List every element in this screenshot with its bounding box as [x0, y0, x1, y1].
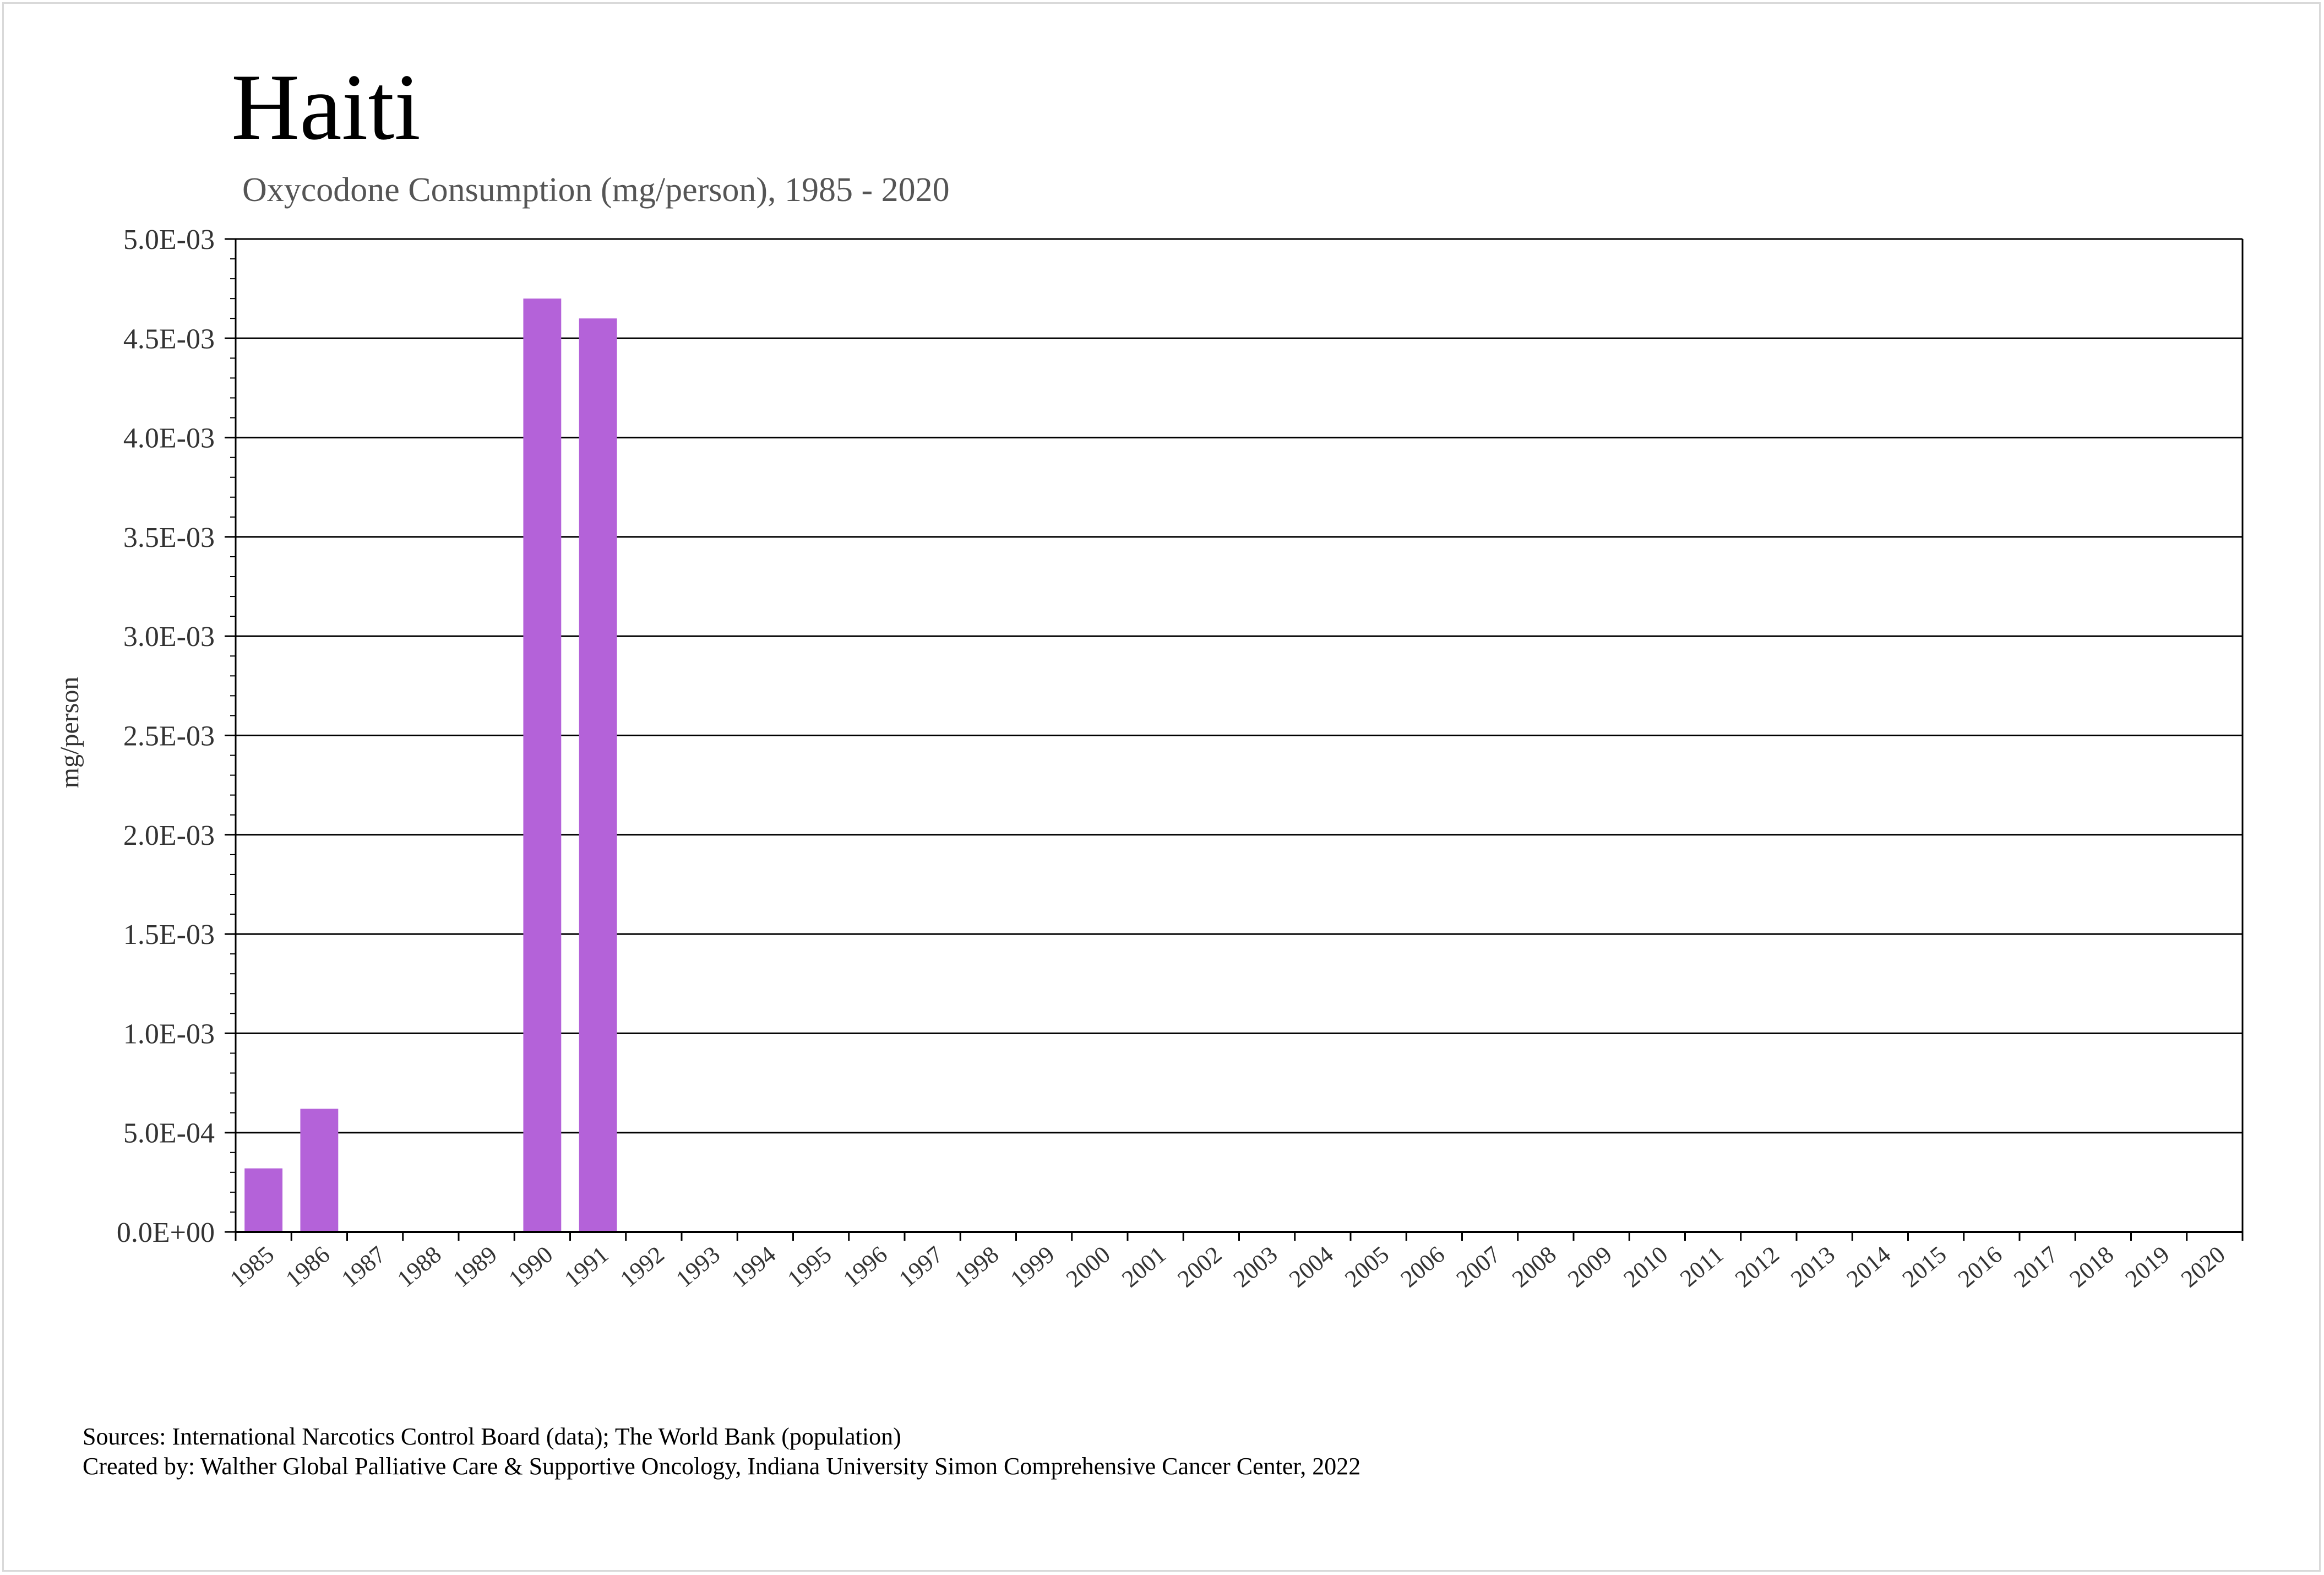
x-tick-label: 2007: [1451, 1241, 1506, 1292]
bar-1990: [523, 298, 562, 1232]
x-tick-label: 1990: [503, 1241, 558, 1292]
x-tick-label: 1987: [336, 1241, 391, 1292]
bar-1986: [300, 1109, 339, 1232]
x-tick-label: 2000: [1061, 1241, 1115, 1292]
y-tick-label: 5.0E-04: [123, 1118, 215, 1149]
y-tick-label: 2.0E-03: [123, 820, 215, 851]
x-tick-label: 2008: [1507, 1241, 1561, 1292]
x-tick-label: 1995: [782, 1241, 837, 1292]
x-tick-label: 1991: [559, 1241, 614, 1292]
x-tick-label: 1986: [280, 1241, 335, 1292]
x-tick-label: 2013: [1786, 1241, 1840, 1292]
axes: [225, 238, 2244, 1241]
y-tick-label: 1.5E-03: [123, 919, 215, 951]
x-tick-label: 2010: [1618, 1241, 1673, 1292]
bar-1991: [579, 318, 617, 1232]
x-tick-label: 1998: [949, 1241, 1004, 1292]
y-tick-label: 1.0E-03: [123, 1018, 215, 1050]
y-tick-label: 5.0E-03: [123, 224, 215, 256]
footer-sources: Sources: International Narcotics Control…: [83, 1423, 901, 1450]
x-tick-label: 1994: [726, 1241, 781, 1292]
x-tick-label: 1997: [894, 1241, 948, 1292]
x-tick-label: 2003: [1228, 1241, 1283, 1292]
y-tick-labels: 0.0E+00 5.0E-04 1.0E-03 1.5E-03 2.0E-03 2.5E-…: [117, 224, 215, 1248]
bar-1985: [244, 1168, 283, 1232]
x-tick-label: 2009: [1563, 1241, 1617, 1292]
x-tick-label: 1988: [392, 1241, 447, 1292]
x-tick-label: 2002: [1172, 1241, 1227, 1292]
y-tick-label: 4.0E-03: [123, 423, 215, 454]
x-tick-label: 2019: [2120, 1241, 2175, 1292]
y-tick-label: 2.5E-03: [123, 721, 215, 752]
x-tick-label: 1996: [838, 1241, 892, 1292]
x-tick-label: 2012: [1730, 1241, 1784, 1292]
footer-created-by: Created by: Walther Global Palliative Ca…: [83, 1453, 1360, 1480]
x-tick-label: 2005: [1340, 1241, 1394, 1292]
y-tick-label: 0.0E+00: [117, 1217, 215, 1248]
x-tick-label: 1992: [615, 1241, 670, 1292]
bars: [244, 298, 617, 1232]
y-tick-label: 3.0E-03: [123, 621, 215, 653]
x-tick-label: 2015: [1897, 1241, 1952, 1292]
x-tick-labels: 1985 1986 1987 1988 1989 1990 1991 1992 1993 1994…: [225, 1241, 2230, 1292]
y-tick-label: 3.5E-03: [123, 522, 215, 553]
x-tick-label: 1985: [225, 1241, 279, 1292]
x-tick-label: 1993: [671, 1241, 725, 1292]
y-tick-label: 4.5E-03: [123, 323, 215, 355]
x-tick-label: 2018: [2064, 1241, 2119, 1292]
x-tick-label: 1999: [1005, 1241, 1060, 1292]
x-tick-label: 2014: [1841, 1241, 1896, 1292]
x-tick-label: 2006: [1395, 1241, 1450, 1292]
x-tick-label: 2011: [1675, 1241, 1729, 1292]
y-axis-label: mg/person: [55, 677, 84, 789]
x-tick-label: 1989: [448, 1241, 502, 1292]
x-tick-label: 2001: [1117, 1241, 1171, 1292]
chart-subtitle: Oxycodone Consumption (mg/person), 1985 …: [242, 171, 950, 209]
chart-title: Haiti: [231, 55, 421, 160]
x-tick-label: 2004: [1284, 1241, 1338, 1292]
x-tick-label: 2016: [1953, 1241, 2007, 1292]
x-tick-label: 2017: [2009, 1241, 2063, 1292]
x-tick-label: 2020: [2176, 1241, 2230, 1292]
